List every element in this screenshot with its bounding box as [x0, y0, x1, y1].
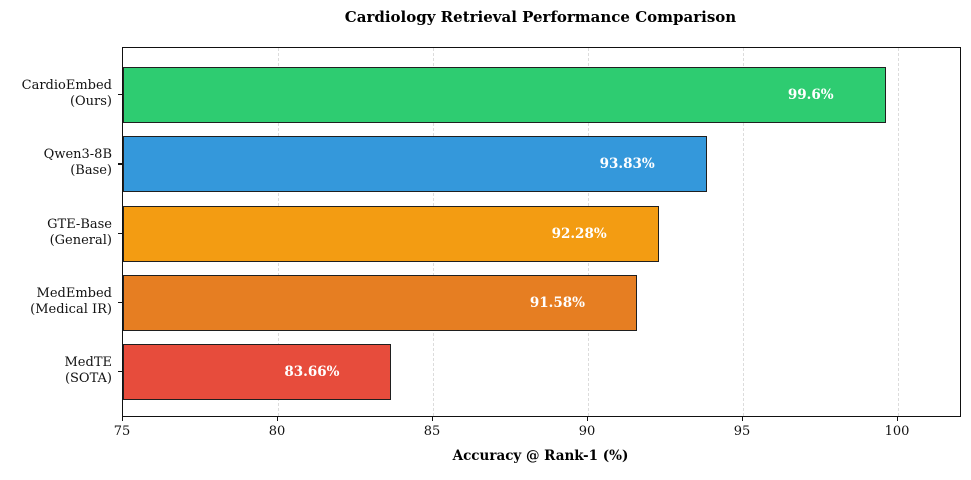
gridline	[898, 48, 899, 416]
plot-area: 99.6% 93.83% 92.28% 91.58% 83.66%	[122, 47, 961, 417]
y-tick-mark	[118, 301, 122, 304]
y-tick-label-line1: CardioEmbed	[21, 78, 112, 93]
bar-value-label: 99.6%	[787, 87, 834, 103]
x-tick-mark	[432, 416, 434, 421]
bar-value-label: 93.83%	[599, 156, 655, 173]
x-tick-label: 85	[423, 424, 441, 439]
x-tick-mark	[277, 416, 279, 421]
y-tick-label: MedEmbed (Medical IR)	[0, 286, 112, 318]
x-tick-mark	[122, 416, 124, 421]
x-tick-mark	[742, 416, 744, 421]
y-tick-mark	[118, 163, 122, 165]
y-tick-label: GTE-Base (General)	[0, 217, 112, 249]
y-tick-label-line1: MedEmbed	[36, 285, 112, 301]
chart-title: Cardiology Retrieval Performance Compari…	[344, 8, 737, 26]
bar-value-label: 92.28%	[551, 225, 607, 242]
y-tick-label: MedTE (SOTA)	[0, 355, 113, 387]
x-axis-title: Accuracy @ Rank-1 (%)	[452, 448, 629, 464]
y-tick-label-line2: (Base)	[70, 163, 112, 179]
bar: 83.66%	[123, 344, 392, 400]
y-tick-label-line2: (SOTA)	[64, 371, 112, 386]
y-tick-mark	[118, 371, 122, 373]
y-tick-label-line1: Qwen3-8B	[43, 147, 112, 163]
bar-value-label: 91.58%	[529, 294, 585, 311]
x-tick-label: 90	[578, 424, 596, 439]
y-tick-label: CardioEmbed (Ours)	[0, 78, 112, 110]
gridline	[743, 48, 744, 416]
bar: 91.58%	[123, 274, 637, 331]
y-tick-label-line1: MedTE	[64, 355, 113, 370]
x-tick-label: 80	[268, 424, 286, 439]
y-tick-label-line1: GTE-Base	[47, 216, 112, 232]
y-tick-label-line2: (Medical IR)	[30, 301, 112, 317]
y-tick-mark	[118, 94, 122, 96]
x-tick-label: 100	[884, 424, 910, 439]
bar: 93.83%	[123, 136, 707, 193]
x-tick-mark	[587, 416, 589, 421]
x-tick-mark	[897, 416, 899, 421]
x-tick-label: 75	[113, 424, 131, 439]
y-tick-mark	[118, 232, 122, 234]
bar-value-label: 83.66%	[284, 364, 340, 380]
y-tick-label-line2: (Ours)	[69, 94, 112, 109]
y-tick-label-line2: (General)	[49, 232, 112, 248]
bar: 92.28%	[123, 205, 659, 262]
y-tick-label: Qwen3-8B (Base)	[0, 147, 112, 179]
x-tick-label: 95	[733, 424, 751, 439]
bar: 99.6%	[123, 67, 886, 123]
